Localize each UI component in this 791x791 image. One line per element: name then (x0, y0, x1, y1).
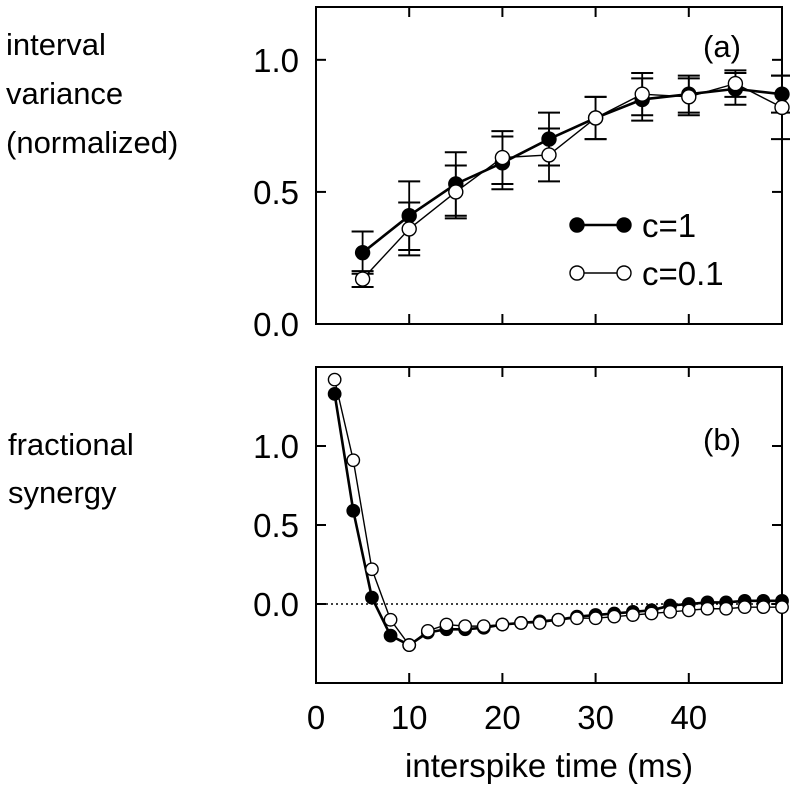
legend-entry-c01: c=0.1 (569, 255, 724, 292)
ytick-label-a: 1.0 (253, 42, 299, 79)
xtick-label-b: 30 (577, 699, 614, 736)
panel-a: interval variance (normalized) (a) 0.00.… (6, 6, 790, 343)
data-point-open (439, 617, 454, 632)
ylabel-a-line-1: interval (6, 27, 106, 62)
data-point-open (681, 603, 696, 618)
data-point-open (625, 608, 640, 622)
data-point-filled (383, 628, 398, 643)
series-line (362, 82, 783, 280)
xtick-label-b: 10 (391, 699, 428, 736)
data-point-open (588, 611, 603, 626)
data-point-open (402, 638, 417, 652)
data-point-open (737, 600, 752, 615)
panel-label-b: (b) (703, 422, 741, 457)
legend-marker (616, 265, 632, 281)
data-point-open (401, 221, 417, 237)
ylabel-a-line-2: variance (6, 76, 123, 111)
legend-label: c=1 (642, 207, 696, 244)
data-point-open (756, 600, 771, 615)
data-point-open (420, 623, 435, 638)
data-point-open (551, 612, 566, 627)
data-point-open (570, 611, 584, 626)
ytick-label-a: 0.0 (253, 306, 299, 343)
series-b (327, 372, 789, 652)
series-line (361, 87, 783, 254)
xtick-labels-b: 0 10 20 30 40 (307, 699, 707, 736)
legend-marker (569, 265, 585, 281)
data-point-filled (346, 503, 361, 518)
data-point-open (327, 372, 342, 387)
data-point-filled (354, 244, 371, 261)
ylabel-b-line-2: synergy (8, 475, 117, 510)
data-point-open (476, 619, 491, 634)
plot-frame-a (315, 6, 783, 325)
ylabel-a-line-3: (normalized) (6, 125, 178, 160)
ticks-a (316, 7, 782, 325)
series-a-c01 (351, 69, 790, 289)
data-point-open (365, 562, 379, 577)
data-point-filled (365, 590, 379, 605)
data-point-open (681, 89, 697, 105)
legend-a: c=1 c=0.1 (569, 207, 724, 292)
ylabel-b-line-1: fractional (8, 427, 134, 462)
data-point-open (700, 601, 715, 616)
data-point-open (448, 184, 464, 200)
xtick-label-b: 0 (307, 699, 325, 736)
data-point-open (494, 149, 511, 166)
data-point-open (495, 617, 510, 632)
series-b-c01 (327, 372, 789, 652)
ytick-labels-b: 0.0 0.5 1.0 (253, 428, 299, 623)
legend-label: c=0.1 (642, 255, 724, 292)
ytick-label-b: 1.0 (253, 428, 299, 465)
legend-marker (569, 217, 585, 233)
ytick-label-a: 0.5 (253, 174, 299, 211)
data-point-open (587, 110, 604, 126)
data-point-open (719, 601, 733, 616)
legend-entry-c1: c=1 (569, 207, 696, 244)
legend-marker (616, 217, 632, 233)
x-axis-label: interspike time (ms) (405, 747, 693, 784)
data-point-open (727, 75, 744, 92)
series-a-c1 (351, 72, 790, 275)
xtick-label-b: 20 (484, 699, 521, 736)
data-point-open (634, 86, 650, 102)
xtick-label-b: 40 (670, 699, 707, 736)
data-point-open (458, 619, 473, 634)
series-a (351, 69, 790, 289)
data-point-open (775, 600, 789, 615)
ytick-labels-a: 0.0 0.5 1.0 (253, 42, 299, 343)
data-point-open (346, 453, 361, 468)
data-point-open (383, 612, 398, 627)
data-point-open (607, 609, 622, 624)
data-point-open (644, 606, 659, 621)
data-point-open (532, 616, 547, 630)
data-point-open (514, 616, 528, 630)
ytick-label-b: 0.0 (253, 586, 299, 623)
data-point-open (774, 99, 790, 116)
data-point-open (354, 271, 371, 287)
data-point-open (541, 147, 557, 163)
ytick-label-b: 0.5 (253, 507, 299, 544)
data-point-open (663, 605, 678, 619)
panel-label-a: (a) (703, 29, 741, 64)
panel-b: fractional synergy (b) 0.0 0.5 1.0 0 10 20 30… (8, 366, 789, 784)
series-line (333, 379, 782, 647)
